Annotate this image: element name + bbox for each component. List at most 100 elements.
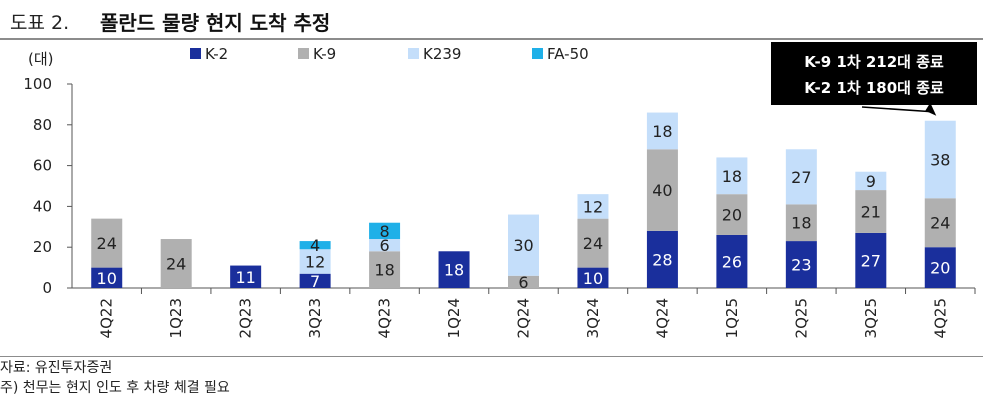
x-tick-label: 4Q22 [98,298,116,338]
bar-segment [855,232,887,288]
bar-segment [577,218,609,268]
legend-label: K-9 [313,45,336,63]
data-label: 10 [583,269,603,288]
x-tick-label: 4Q25 [931,298,949,338]
annotation: K-9 1차 212대 종료 K-2 1차 180대 종료 [771,42,977,116]
bar-segment [785,204,817,242]
data-label: 27 [791,168,811,187]
y-axis-label: (대) [28,50,54,68]
annotation-text: K-9 1차 212대 종료 [804,53,944,71]
bar-segment [646,230,678,288]
x-tick-label: 4Q23 [376,298,394,338]
x-tick-label: 3Q25 [862,298,880,338]
data-label: 18 [652,122,672,141]
data-label: 30 [513,236,533,255]
x-tick-label: 3Q24 [584,298,602,338]
bar-segment [230,265,262,288]
data-label: 20 [722,206,742,225]
y-tick-label: 20 [33,238,52,256]
title-divider [0,38,983,40]
bar-segment [855,190,887,233]
bar-segment [855,171,887,191]
y-tick-label: 0 [42,279,52,297]
data-label: 27 [861,251,881,270]
bar-segment [369,222,401,240]
bar-segment [716,194,748,235]
bar-segment [91,218,123,268]
data-label: 12 [583,197,603,216]
annotation-text: K-2 1차 180대 종료 [804,79,944,97]
bar-segment [160,239,192,288]
legend-item: K-2 [190,45,228,63]
annotation-arrow [861,106,933,113]
data-label: 6 [518,273,528,292]
data-label: 23 [791,256,811,275]
legend-swatch [190,48,201,59]
x-tick-label: 2Q25 [792,298,810,338]
legend-label: FA-50 [547,45,589,63]
footnote: 주) 천무는 현지 인도 후 차량 체결 필요 [0,380,230,396]
legend-item: FA-50 [532,45,589,63]
bar-segment [785,149,817,205]
figure-number: 도표 2. [10,12,70,34]
legend-label: K-2 [205,45,228,63]
data-label: 9 [866,172,876,191]
bar-segment [369,251,401,288]
chart-title: 폴란드 물량 현지 도착 추정 [100,11,331,35]
data-label: 6 [379,236,389,255]
data-label: 18 [444,261,464,280]
x-tick-label: 3Q23 [306,298,324,338]
y-tick-label: 40 [33,197,52,215]
bar-segment [646,112,678,150]
legend-swatch [298,48,309,59]
legend-label: K239 [423,45,461,63]
bar-segment [299,273,331,288]
annotation-box [771,42,977,105]
x-tick-label: 2Q23 [237,298,255,338]
data-label: 18 [374,261,394,280]
data-label: 20 [930,259,950,278]
bar-segment [577,194,609,219]
data-label: 12 [305,252,325,271]
bottom-divider [0,356,983,357]
legend-swatch [532,48,543,59]
data-label: 21 [861,203,881,222]
data-label: 24 [97,234,117,253]
bar-segment [508,214,539,276]
bar-segment [508,275,539,288]
y-tick-label: 60 [33,157,52,175]
footnotes: 자료: 유진투자증권 주) 천무는 현지 인도 후 차량 체결 필요 [0,358,230,398]
data-label: 10 [97,269,117,288]
data-label: 24 [930,214,950,233]
title-row: 도표 2. 폴란드 물량 현지 도착 추정 [0,0,983,40]
bar-segment [924,198,956,248]
bar-segment [299,241,331,250]
data-label: 28 [652,250,672,269]
data-label: 7 [310,272,320,291]
bar-segment [91,267,123,288]
bar-segment [716,157,748,195]
legend-item: K-9 [298,45,336,63]
data-label: 18 [722,167,742,186]
bar-segment [577,267,609,288]
data-label: 40 [652,181,672,200]
y-tick-label: 100 [23,75,52,93]
bar-segment [438,251,470,288]
y-tick-label: 80 [33,116,52,134]
bar-segment [924,120,956,199]
legend-swatch [408,48,419,59]
x-tick-label: 4Q24 [653,298,671,338]
data-label: 11 [235,268,255,287]
x-tick-label: 1Q24 [445,298,463,338]
legend: K-2 K-9 K239 FA-50 [190,45,589,63]
annotation-arrowhead [925,102,937,116]
source-note: 자료: 유진투자증권 [0,360,113,376]
data-label: 4 [310,236,320,255]
bar-segment [716,234,748,288]
bar-segment [785,241,817,288]
data-label: 8 [379,222,389,241]
data-label: 26 [722,252,742,271]
data-label: 24 [166,255,186,274]
bar-segment [299,249,331,274]
